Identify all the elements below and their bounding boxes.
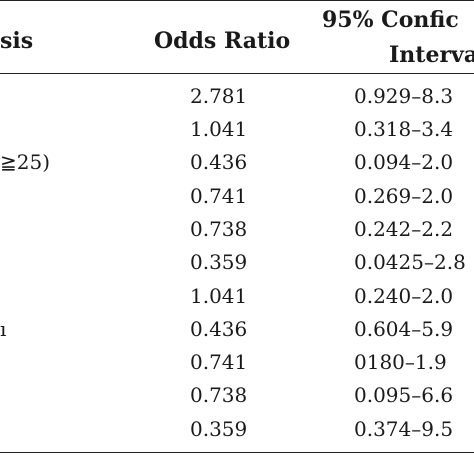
ci-cell: 0.242–2.2 <box>354 217 454 241</box>
odds-ratio-cell: 0.359 <box>190 250 248 274</box>
odds-ratio-cell: 1.041 <box>190 284 248 308</box>
odds-ratio-cell: 0.436 <box>190 150 248 174</box>
ci-cell: 0.318–3.4 <box>354 117 454 141</box>
odds-ratio-cell: 0.738 <box>190 383 248 407</box>
header-ci-line1: 95% Confic <box>322 7 459 33</box>
row-label-cell: ı <box>0 317 7 341</box>
ci-cell: 0.240–2.0 <box>354 284 454 308</box>
ci-cell: 0.0425–2.8 <box>354 250 466 274</box>
odds-ratio-cell: 1.041 <box>190 117 248 141</box>
header-analysis: sis <box>0 28 34 54</box>
bottom-rule <box>0 452 474 453</box>
odds-ratio-cell: 0.738 <box>190 217 248 241</box>
ci-cell: 0.269–2.0 <box>354 184 454 208</box>
header-rule <box>0 73 474 74</box>
odds-ratio-cell: 0.741 <box>190 184 248 208</box>
odds-ratio-cell: 0.436 <box>190 317 248 341</box>
header-odds-ratio: Odds Ratio <box>154 28 291 54</box>
top-rule <box>0 0 474 1</box>
ci-cell: 0180–1.9 <box>354 350 447 374</box>
odds-ratio-cell: 2.781 <box>190 84 248 108</box>
ci-cell: 0.095–6.6 <box>354 383 454 407</box>
odds-ratio-cell: 0.359 <box>190 417 248 441</box>
ci-cell: 0.374–9.5 <box>354 417 454 441</box>
header-ci-line2: Interva <box>389 42 474 68</box>
ci-cell: 0.604–5.9 <box>354 317 454 341</box>
ci-cell: 0.094–2.0 <box>354 150 454 174</box>
row-label-cell: ≧25) <box>0 150 51 174</box>
ci-cell: 0.929–8.3 <box>354 84 454 108</box>
odds-ratio-cell: 0.741 <box>190 350 248 374</box>
